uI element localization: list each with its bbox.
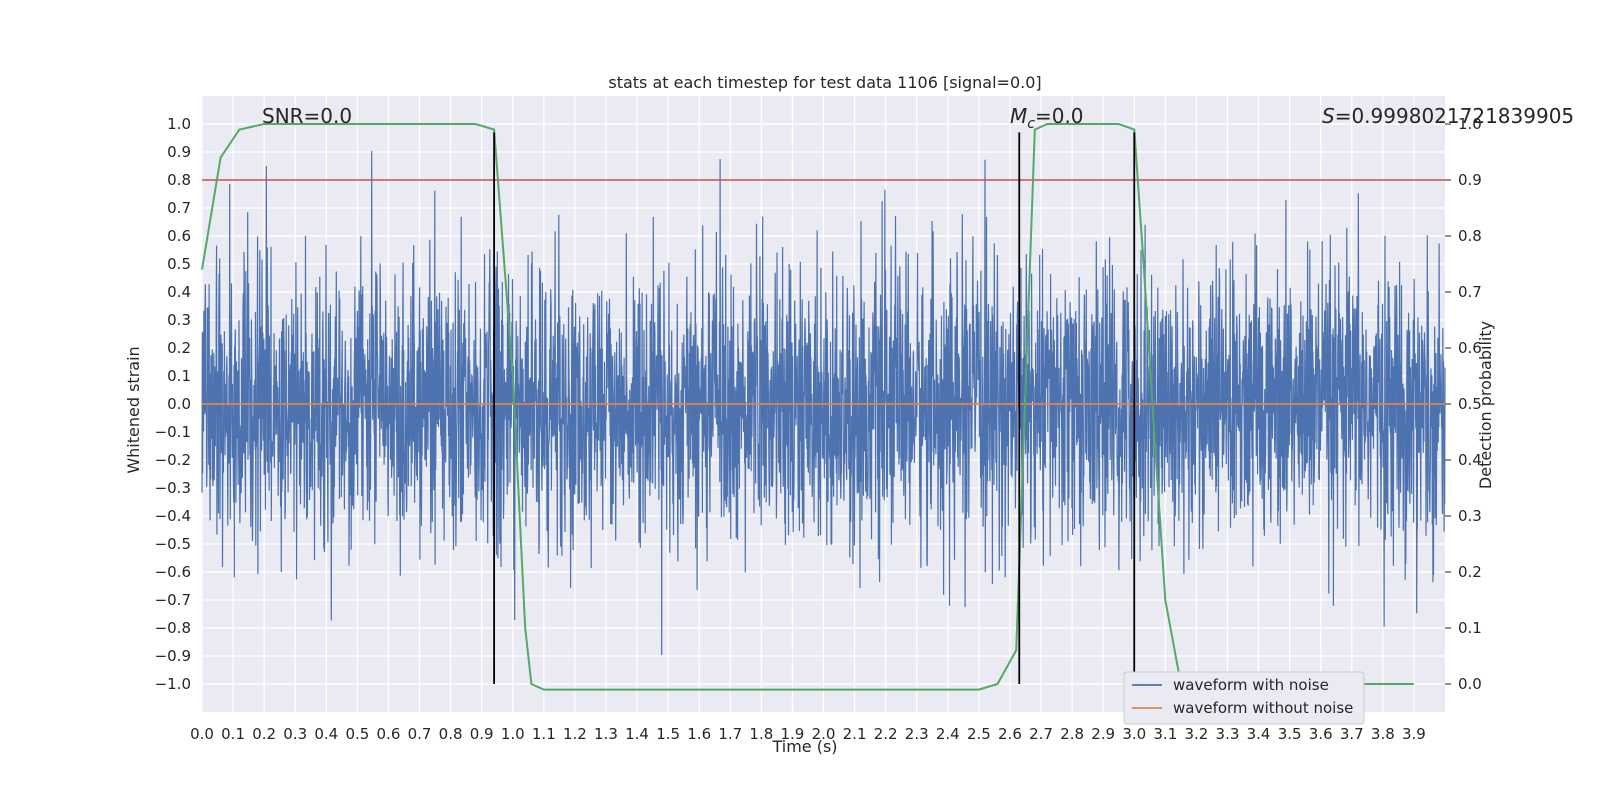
right-tick-label: 0.0 xyxy=(1458,675,1482,693)
x-tick-label: 1.3 xyxy=(594,725,618,743)
x-tick-label: 1.2 xyxy=(563,725,587,743)
x-tick-label: 3.7 xyxy=(1340,725,1364,743)
x-axis-label: Time (s) xyxy=(771,737,837,756)
x-tick-label: 2.9 xyxy=(1091,725,1115,743)
x-tick-label: 3.6 xyxy=(1309,725,1333,743)
x-tick-label: 2.0 xyxy=(812,725,836,743)
y-axis-label: Whitened strain xyxy=(124,346,143,473)
legend-label-clean: waveform without noise xyxy=(1173,699,1353,717)
x-tick-label: 1.7 xyxy=(718,725,742,743)
right-tick-label: 0.5 xyxy=(1458,395,1482,413)
x-tick-label: 1.6 xyxy=(687,725,711,743)
x-tick-label: 2.4 xyxy=(936,725,960,743)
y-tick-label: 0.6 xyxy=(167,227,191,245)
y-tick-label: −0.2 xyxy=(155,451,191,469)
y-tick-label: 1.0 xyxy=(167,115,191,133)
chirp-mass-annotation: Mc=0.0 xyxy=(1010,104,1084,132)
x-tick-label: 3.0 xyxy=(1122,725,1146,743)
chart-title: stats at each timestep for test data 110… xyxy=(608,73,1041,92)
x-tick-label: 0.4 xyxy=(314,725,338,743)
right-tick-label: 0.8 xyxy=(1458,227,1482,245)
y-tick-label: −0.8 xyxy=(155,619,191,637)
y-tick-label: 0.4 xyxy=(167,283,191,301)
y-tick-label: −0.4 xyxy=(155,507,191,525)
y-tick-label: −0.5 xyxy=(155,535,191,553)
x-tick-label: 1.4 xyxy=(625,725,649,743)
x-tick-label: 3.3 xyxy=(1216,725,1240,743)
right-tick-label: 0.6 xyxy=(1458,339,1482,357)
right-tick-label: 1.0 xyxy=(1458,115,1482,133)
x-tick-label: 0.1 xyxy=(221,725,245,743)
legend-label-noise: waveform with noise xyxy=(1173,676,1329,694)
x-tick-label: 0.6 xyxy=(377,725,401,743)
x-tick-label: 2.5 xyxy=(967,725,991,743)
y-tick-label: 0.9 xyxy=(167,143,191,161)
x-tick-label: 1.9 xyxy=(780,725,804,743)
y-tick-label: −1.0 xyxy=(155,675,191,693)
legend-box xyxy=(1123,671,1365,725)
y-tick-label: 0.2 xyxy=(167,339,191,357)
y-tick-label: −0.3 xyxy=(155,479,191,497)
x-tick-label: 1.5 xyxy=(656,725,680,743)
x-tick-label: 0.9 xyxy=(470,725,494,743)
x-tick-label: 2.2 xyxy=(874,725,898,743)
right-tick-label: 0.9 xyxy=(1458,171,1482,189)
right-tick-label: 0.7 xyxy=(1458,283,1482,301)
snr-annotation: SNR=0.0 xyxy=(262,104,352,128)
x-tick-label: 0.0 xyxy=(190,725,214,743)
series-detection-probability xyxy=(201,123,1414,691)
x-tick-label: 2.3 xyxy=(905,725,929,743)
y-tick-label: 0.5 xyxy=(167,255,191,273)
x-tick-label: 1.8 xyxy=(749,725,773,743)
x-tick-label: 3.5 xyxy=(1278,725,1302,743)
x-tick-label: 1.1 xyxy=(532,725,556,743)
x-tick-label: 3.2 xyxy=(1184,725,1208,743)
x-axis-ticks: 0.0 0.1 0.2 0.3 0.4 0.5 0.6 0.7 0.8 0.9 1.0 1.1 1.2 1… xyxy=(190,725,1426,743)
probability-trace xyxy=(201,123,1414,691)
right-tick-label: 0.4 xyxy=(1458,451,1482,469)
x-tick-label: 3.9 xyxy=(1402,725,1426,743)
x-tick-label: 0.8 xyxy=(439,725,463,743)
score-annotation: S=0.9998021721839905 xyxy=(1322,104,1574,128)
y-tick-label: 0.3 xyxy=(167,311,191,329)
right-tick-label: 0.3 xyxy=(1458,507,1482,525)
x-tick-label: 3.8 xyxy=(1371,725,1395,743)
x-tick-label: 2.7 xyxy=(1029,725,1053,743)
right-axis-ticks: 1.0 0.9 0.8 0.7 0.6 0.5 0.4 0.3 0.2 0.1 0.0 xyxy=(1445,115,1482,693)
x-tick-label: 0.2 xyxy=(252,725,276,743)
x-tick-label: 0.5 xyxy=(345,725,369,743)
y-tick-label: −0.7 xyxy=(155,591,191,609)
y-tick-label: 0.0 xyxy=(167,395,191,413)
right-tick-label: 0.2 xyxy=(1458,563,1482,581)
legend: waveform with noise waveform without noi… xyxy=(1123,671,1365,725)
x-tick-label: 1.0 xyxy=(501,725,525,743)
x-tick-label: 2.6 xyxy=(998,725,1022,743)
x-tick-label: 0.7 xyxy=(408,725,432,743)
x-tick-label: 0.3 xyxy=(283,725,307,743)
y-tick-label: −0.1 xyxy=(155,423,191,441)
x-tick-label: 3.4 xyxy=(1247,725,1271,743)
noise-trace xyxy=(201,150,1446,656)
series-waveform-with-noise xyxy=(201,150,1446,656)
x-tick-label: 3.1 xyxy=(1153,725,1177,743)
x-tick-label: 2.8 xyxy=(1060,725,1084,743)
vertical-markers xyxy=(493,132,1136,684)
right-tick-label: 0.1 xyxy=(1458,619,1482,637)
y-axis-ticks: 1.0 0.9 0.8 0.7 0.6 0.5 0.4 0.3 0.2 0.1 0.0 −0.1 −0.… xyxy=(155,115,191,693)
x-tick-label: 2.1 xyxy=(843,725,867,743)
y-tick-label: −0.6 xyxy=(155,563,191,581)
y-tick-label: 0.7 xyxy=(167,199,191,217)
y-tick-label: 0.1 xyxy=(167,367,191,385)
right-axis-label: Detection probability xyxy=(1476,321,1495,489)
y-tick-label: −0.9 xyxy=(155,647,191,665)
y-tick-label: 0.8 xyxy=(167,171,191,189)
